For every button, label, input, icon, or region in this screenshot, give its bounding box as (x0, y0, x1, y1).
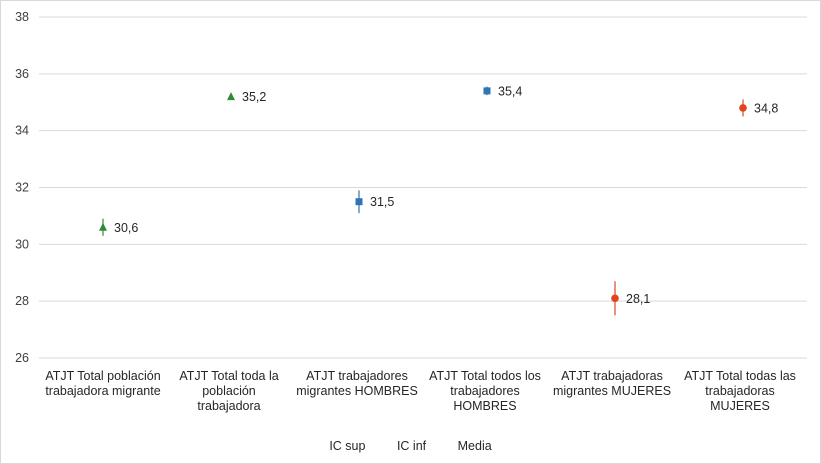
media-marker-5 (611, 294, 619, 303)
data-label-2: 35,2 (242, 90, 266, 104)
media-marker-4 (483, 87, 491, 95)
legend-entry-ic-inf: IC inf (396, 439, 427, 453)
category-label-5: ATJT trabajadoras migrantes MUJERES (552, 369, 672, 398)
chart-legend: IC sup IC inf Media (1, 439, 820, 453)
y-tick-label-36: 36 (15, 67, 29, 81)
data-label-5: 28,1 (626, 292, 650, 306)
y-tick-label-32: 32 (15, 181, 29, 195)
y-tick-label-34: 34 (15, 124, 29, 138)
data-label-1: 30,6 (114, 221, 138, 235)
data-label-3: 31,5 (370, 195, 394, 209)
category-label-4: ATJT Total todos los trabajadores HOMBRE… (429, 369, 541, 413)
data-label-6: 34,8 (754, 101, 778, 115)
media-marker-2 (227, 92, 235, 101)
media-marker-6 (739, 104, 747, 112)
category-label-1: ATJT Total población trabajadora migrant… (45, 369, 161, 398)
category-label-3: ATJT trabajadores migrantes HOMBRES (296, 369, 418, 398)
y-tick-label-38: 38 (15, 10, 29, 24)
media-marker-3 (355, 198, 363, 206)
y-tick-label-30: 30 (15, 237, 29, 251)
category-label-6: ATJT Total todas las trabajadoras MUJERE… (684, 369, 796, 413)
data-label-4: 35,4 (498, 84, 522, 98)
y-tick-label-26: 26 (15, 351, 29, 365)
category-label-2: ATJT Total toda la población trabajadora (179, 369, 279, 413)
legend-entry-ic-sup: IC sup (329, 439, 366, 453)
media-marker-1 (99, 222, 107, 231)
legend-entry-media: Media (457, 439, 492, 453)
y-tick-label-28: 28 (15, 294, 29, 308)
